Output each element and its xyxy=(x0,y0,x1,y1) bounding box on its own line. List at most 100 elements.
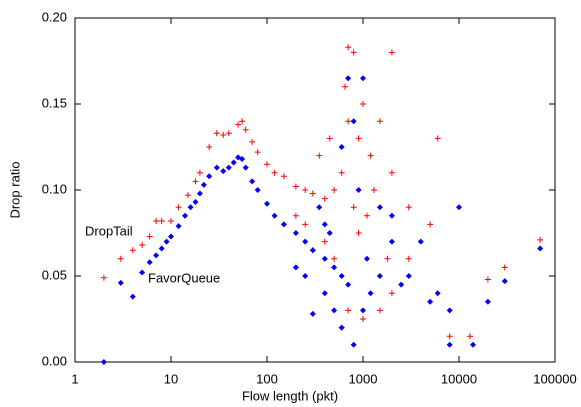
y-tick-label: 0.00 xyxy=(42,353,67,368)
point xyxy=(163,238,170,245)
point xyxy=(213,164,220,171)
point xyxy=(355,187,362,193)
point xyxy=(153,217,160,224)
x-tick-label: 1 xyxy=(71,371,78,386)
point xyxy=(338,169,345,176)
x-tick-label: 100 xyxy=(256,371,278,386)
annotation: DropTail xyxy=(85,223,133,238)
point xyxy=(182,212,189,219)
point xyxy=(302,238,309,245)
point xyxy=(249,178,256,185)
point xyxy=(249,138,256,145)
y-tick-label: 0.05 xyxy=(42,267,67,282)
annotation: FavorQueue xyxy=(148,270,220,285)
point xyxy=(363,255,370,262)
point xyxy=(537,236,544,243)
point xyxy=(175,204,182,211)
point xyxy=(213,130,220,137)
point xyxy=(350,204,357,211)
point xyxy=(316,152,323,159)
point xyxy=(302,221,309,228)
point xyxy=(196,190,203,197)
point xyxy=(239,156,246,163)
point xyxy=(376,118,383,125)
point xyxy=(168,233,174,240)
point xyxy=(326,230,333,236)
point xyxy=(254,149,261,156)
point xyxy=(405,255,412,262)
point xyxy=(427,298,434,305)
point xyxy=(129,247,136,254)
point xyxy=(355,230,362,236)
x-tick-label: 1000 xyxy=(349,371,378,386)
point xyxy=(292,264,299,271)
point xyxy=(254,187,261,193)
point xyxy=(271,169,278,176)
x-tick-label: 10 xyxy=(164,371,178,386)
point xyxy=(376,273,383,279)
point xyxy=(427,221,434,228)
point xyxy=(446,341,453,348)
point xyxy=(376,204,383,211)
point xyxy=(345,44,352,51)
point xyxy=(206,144,213,150)
point xyxy=(139,269,146,276)
point xyxy=(338,273,345,279)
point xyxy=(388,49,395,56)
point xyxy=(370,187,377,193)
point xyxy=(405,204,412,211)
point xyxy=(316,204,323,211)
point xyxy=(331,264,338,271)
point xyxy=(417,238,424,245)
point xyxy=(280,221,287,228)
point xyxy=(196,169,203,176)
point xyxy=(360,75,366,82)
point xyxy=(129,293,136,300)
point xyxy=(264,200,270,207)
point xyxy=(321,290,328,297)
point xyxy=(501,278,508,285)
point xyxy=(292,212,299,219)
point xyxy=(388,238,395,245)
point xyxy=(206,173,213,180)
point xyxy=(239,118,246,125)
point xyxy=(350,341,357,348)
point xyxy=(405,273,412,279)
point xyxy=(292,230,299,236)
point xyxy=(537,245,544,252)
point xyxy=(376,307,383,314)
point xyxy=(360,316,366,322)
point xyxy=(146,233,153,240)
point xyxy=(175,223,182,230)
point xyxy=(264,161,270,168)
point xyxy=(484,298,491,305)
point xyxy=(100,274,107,281)
point xyxy=(484,276,491,283)
point xyxy=(321,195,328,202)
y-axis-title: Drop ratio xyxy=(7,161,22,218)
x-tick-label: 100000 xyxy=(533,371,576,386)
y-tick-label: 0.20 xyxy=(42,9,67,24)
point xyxy=(321,221,328,228)
point xyxy=(446,307,453,314)
point xyxy=(446,333,453,340)
point xyxy=(338,144,345,150)
point xyxy=(345,307,352,314)
point xyxy=(360,101,366,107)
point xyxy=(100,359,107,365)
point xyxy=(187,204,194,211)
point xyxy=(434,135,441,142)
x-axis-title: Flow length (pkt) xyxy=(242,388,338,403)
point xyxy=(280,173,287,180)
point xyxy=(350,49,357,56)
y-tick-label: 0.10 xyxy=(42,181,67,196)
point xyxy=(321,255,328,262)
point xyxy=(192,178,199,185)
point xyxy=(456,204,462,211)
point xyxy=(242,164,249,171)
point xyxy=(220,168,227,175)
point xyxy=(388,212,395,219)
point xyxy=(466,333,473,340)
point xyxy=(360,307,366,314)
